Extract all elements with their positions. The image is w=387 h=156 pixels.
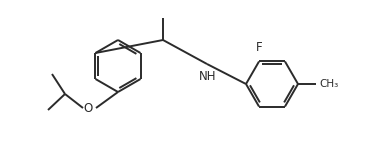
Text: O: O bbox=[83, 102, 92, 115]
Text: F: F bbox=[256, 41, 262, 54]
Text: NH: NH bbox=[199, 70, 217, 83]
Text: CH₃: CH₃ bbox=[319, 79, 338, 89]
